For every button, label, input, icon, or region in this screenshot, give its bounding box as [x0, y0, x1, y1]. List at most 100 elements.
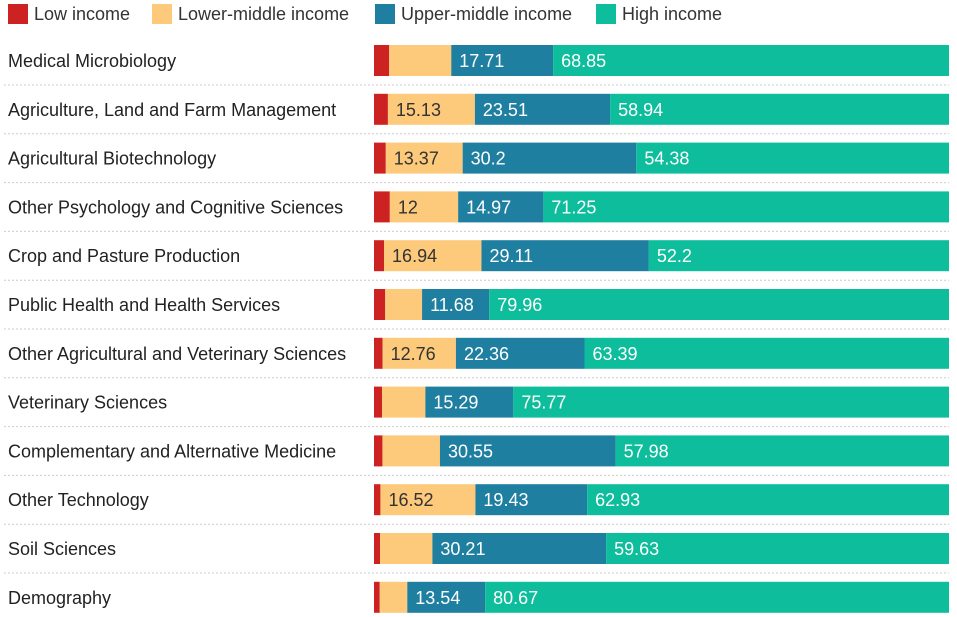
data-label: 63.39	[593, 344, 638, 364]
legend-swatch-high-income	[596, 4, 616, 24]
data-label: 75.77	[521, 393, 566, 413]
data-label: 16.94	[392, 246, 437, 266]
bar-segment-upper-middle-income	[462, 142, 637, 174]
bar-row-other-agricultural-and-veterinary-sciences: Other Agricultural and Veterinary Scienc…	[4, 337, 949, 379]
bar-segment-upper-middle-income	[474, 93, 611, 125]
data-label: 79.96	[497, 295, 542, 315]
bar-segment-upper-middle-income	[425, 386, 514, 418]
data-label: 30.2	[471, 149, 506, 169]
bar-segment-lower-middle-income	[382, 337, 456, 369]
data-label: 68.85	[561, 51, 606, 71]
data-label: 80.67	[493, 588, 538, 608]
category-label: Crop and Pasture Production	[8, 246, 240, 266]
bar-segment-high-income	[485, 581, 949, 613]
bar-row-agriculture-land-and-farm-management: Agriculture, Land and Farm Management 15.…	[4, 93, 949, 135]
data-label: 57.98	[624, 441, 669, 461]
category-label: Other Technology	[8, 490, 149, 510]
category-label: Medical Microbiology	[8, 51, 176, 71]
bar-segment-lower-middle-income	[384, 240, 482, 272]
bar-segment-upper-middle-income	[451, 45, 554, 76]
category-label: Veterinary Sciences	[8, 393, 167, 413]
bar-row-other-psychology-and-cognitive-sciences: Other Psychology and Cognitive Sciences 1…	[4, 191, 949, 232]
data-label: 30.55	[448, 441, 493, 461]
bar-segment-lower-middle-income	[380, 533, 433, 564]
bar-row-agricultural-biotechnology: Agricultural Biotechnology 13.37 30.2 54.38	[4, 142, 949, 184]
bar-segment-low-income	[374, 45, 390, 76]
bar-segment-lower-middle-income	[389, 191, 459, 223]
bar-segment-upper-middle-income	[458, 191, 544, 223]
data-label: 17.71	[459, 51, 504, 71]
bar-segment-low-income	[374, 93, 388, 125]
bar-segment-low-income	[374, 142, 386, 174]
bar-segment-low-income	[374, 484, 381, 516]
bar-row-soil-sciences: Soil Sciences 30.21 59.63	[4, 533, 949, 574]
bar-segment-upper-middle-income	[455, 337, 585, 369]
legend-label-upper-middle-income: Upper-middle income	[401, 4, 572, 24]
data-label: 62.93	[595, 490, 640, 510]
data-label: 54.38	[644, 149, 689, 169]
bar-row-public-health-and-health-services: Public Health and Health Services 11.68 79…	[4, 289, 949, 330]
bar-segment-lower-middle-income	[385, 289, 423, 320]
bar-segment-lower-middle-income	[385, 142, 463, 174]
bar-row-complementary-and-alternative-medicine: Complementary and Alternative Medicine 30…	[4, 435, 949, 476]
data-label: 23.51	[483, 100, 528, 120]
legend-label-low-income: Low income	[34, 4, 130, 24]
bar-segment-lower-middle-income	[389, 45, 452, 76]
bar-segment-high-income	[636, 142, 949, 174]
data-label: 14.97	[466, 197, 511, 217]
legend-swatch-lower-middle-income	[152, 4, 172, 24]
data-label: 12	[398, 197, 418, 217]
category-label: Agricultural Biotechnology	[8, 149, 216, 169]
data-label: 13.54	[415, 588, 460, 608]
bar-segment-low-income	[374, 240, 385, 272]
bar-segment-low-income	[374, 533, 381, 564]
category-label: Public Health and Health Services	[8, 295, 280, 315]
bar-segment-upper-middle-income	[422, 289, 490, 320]
bar-segment-high-income	[606, 533, 949, 564]
bar-segment-high-income	[553, 45, 949, 76]
data-label: 19.43	[483, 490, 528, 510]
bar-segment-lower-middle-income	[380, 484, 476, 516]
legend: Low income Lower-middle income Upper-middl…	[8, 4, 722, 24]
bar-row-medical-microbiology: Medical Microbiology 17.71 68.85	[4, 45, 949, 86]
data-label: 16.52	[388, 490, 433, 510]
bar-segment-upper-middle-income	[475, 484, 588, 516]
data-label: 59.63	[614, 539, 659, 559]
bar-segment-upper-middle-income	[432, 533, 607, 564]
bar-segment-high-income	[615, 435, 949, 467]
bar-row-veterinary-sciences: Veterinary Sciences 15.29 75.77	[4, 386, 949, 428]
bar-segment-low-income	[374, 386, 382, 418]
bar-segment-upper-middle-income	[481, 240, 649, 272]
category-label: Other Psychology and Cognitive Sciences	[8, 197, 343, 217]
data-label: 58.94	[618, 100, 663, 120]
category-label: Agriculture, Land and Farm Management	[8, 100, 336, 120]
data-label: 30.21	[440, 539, 485, 559]
bar-row-crop-and-pasture-production: Crop and Pasture Production 16.94 29.11 52.…	[4, 240, 949, 281]
data-label: 52.2	[657, 246, 692, 266]
legend-label-high-income: High income	[622, 4, 722, 24]
legend-label-lower-middle-income: Lower-middle income	[178, 4, 349, 24]
bar-segment-high-income	[587, 484, 949, 516]
bar-segment-high-income	[489, 289, 949, 320]
data-label: 71.25	[551, 197, 596, 217]
bar-segment-upper-middle-income	[407, 581, 486, 613]
category-label: Complementary and Alternative Medicine	[8, 441, 336, 461]
category-label: Soil Sciences	[8, 539, 116, 559]
bar-segment-low-income	[374, 435, 383, 467]
bar-segment-low-income	[374, 337, 383, 369]
data-label: 11.68	[430, 295, 474, 315]
bar-segment-low-income	[374, 289, 386, 320]
bar-segment-low-income	[374, 191, 390, 223]
data-label: 22.36	[464, 344, 509, 364]
bar-segment-high-income	[513, 386, 949, 418]
bar-segment-lower-middle-income	[381, 386, 426, 418]
bar-segment-lower-middle-income	[387, 93, 475, 125]
category-label: Other Agricultural and Veterinary Scienc…	[8, 344, 346, 364]
data-label: 15.13	[396, 100, 441, 120]
bar-row-other-technology: Other Technology 16.52 19.43 62.93	[4, 484, 949, 525]
bar-segment-lower-middle-income	[382, 435, 440, 467]
legend-swatch-upper-middle-income	[375, 4, 395, 24]
bar-segment-high-income	[648, 240, 949, 272]
bar-segment-upper-middle-income	[439, 435, 616, 467]
